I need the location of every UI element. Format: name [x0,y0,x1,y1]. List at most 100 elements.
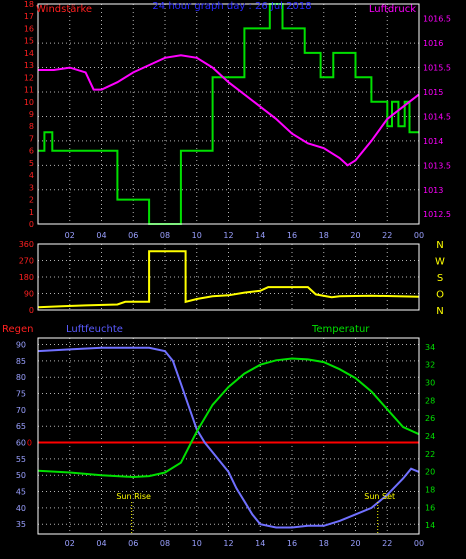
wind-direction-tick: 360 [19,240,34,249]
temperature-axis-title: Temperatur [311,324,370,335]
wind-strength-tick: 16 [24,24,34,33]
chart-title: 24 hour graph day : 26 Jul 2018 [152,1,311,12]
pressure-tick: 1013 [423,186,443,195]
humidity-tick: 40 [16,504,26,513]
wind-strength-tick: 9 [29,110,34,119]
hour-tick: 00 [414,539,424,548]
sun-marker-label: Sun Set [364,492,395,501]
temperature-tick: 26 [425,414,435,423]
humidity-tick: 85 [16,357,26,366]
hour-tick: 08 [160,231,170,240]
hour-tick: 04 [96,539,106,548]
wind-direction-tick: 0 [29,306,34,315]
pressure-line [38,54,420,167]
hour-tick: 12 [223,231,233,240]
humidity-tick: 90 [16,341,26,350]
pressure-tick: 1016 [423,39,443,48]
humidity-line [37,346,420,529]
hour-tick: 18 [319,539,329,548]
hour-tick: 10 [192,539,202,548]
sun-marker-label: Sun Rise [116,492,151,501]
wind-strength-tick: 8 [29,122,34,131]
humidity-tick: 60 [16,439,26,448]
temperature-tick: 24 [425,432,435,441]
rain-axis-title: Regen [2,324,34,335]
hour-tick: 20 [350,539,360,548]
hour-tick: 06 [128,539,138,548]
hour-tick: 00 [414,231,424,240]
hour-tick: 04 [96,231,106,240]
wind-strength-line [38,3,419,225]
wind-strength-tick: 6 [29,147,34,156]
temperature-tick: 34 [425,343,435,352]
hour-tick: 06 [128,231,138,240]
hour-tick: 02 [65,231,75,240]
wind-strength-tick: 1 [29,208,34,217]
compass-label: S [437,273,443,284]
wind-strength-tick: 12 [24,73,34,82]
pressure-tick: 1014 [423,137,443,146]
wind-strength-tick: 2 [29,196,34,205]
pressure-tick: 1012.5 [423,210,451,219]
wind-pressure-panel: 01234567891011121314151617181012.5101310… [24,0,451,240]
temperature-tick: 20 [425,468,435,477]
temperature-tick: 14 [425,521,435,530]
temperature-tick: 16 [425,503,435,512]
pressure-tick: 1013.5 [423,161,451,170]
humidity-tick: 45 [16,488,26,497]
pressure-tick: 1016.5 [423,15,451,24]
pressure-axis-title: Luftdruck [369,4,416,15]
hour-tick: 12 [223,539,233,548]
pressure-tick: 1015.5 [423,64,451,73]
wind-direction-tick: 180 [19,273,34,282]
wind-strength-tick: 14 [24,49,34,58]
humidity-tick: 80 [16,373,26,382]
wind-strength-tick: 10 [24,98,34,107]
humidity-tick: 55 [16,455,26,464]
humidity-tick: 50 [16,471,26,480]
wind-strength-tick: 15 [24,37,34,46]
humidity-tick: 70 [16,406,26,415]
compass-label: W [435,257,445,268]
hour-tick: 22 [382,539,392,548]
wind-direction-tick: 90 [24,290,34,299]
hour-tick: 14 [255,539,265,548]
hour-tick: 08 [160,539,170,548]
wind-strength-tick: 18 [24,0,34,9]
wind-direction-line [37,250,420,309]
wind-strength-tick: 3 [29,183,34,192]
humidity-axis-title: Luftfeuchte [66,324,123,335]
temperature-tick: 18 [425,485,435,494]
hour-tick: 20 [350,231,360,240]
temperature-tick: 22 [425,450,435,459]
compass-label: N [436,306,443,317]
hour-tick: 16 [287,539,297,548]
humidity-tick: 35 [16,520,26,529]
wind-strength-tick: 5 [29,159,34,168]
pressure-tick: 1015 [423,88,443,97]
plot-area-3 [38,338,419,534]
rain-tick: 0 [27,439,32,448]
hour-tick: 16 [287,231,297,240]
pressure-tick: 1014.5 [423,112,451,121]
wind-strength-tick: 17 [24,12,34,21]
hour-tick: 02 [65,539,75,548]
wind-strength-tick: 11 [24,86,34,95]
wind-strength-tick: 13 [24,61,34,70]
compass-label: O [436,290,444,301]
compass-label: N [436,240,443,251]
hour-tick: 14 [255,231,265,240]
temperature-line [37,357,420,479]
plot-frame-3 [37,337,420,535]
humidity-tick: 75 [16,390,26,399]
hour-tick: 18 [319,231,329,240]
hour-tick: 22 [382,231,392,240]
humidity-tick: 65 [16,422,26,431]
wind-strength-tick: 4 [29,171,34,180]
hour-tick: 10 [192,231,202,240]
humidity-temperature-panel: 0 Sun Rise Sun Set 35 40 45 50 55 60 65 70 75 80 85 90… [2,324,435,548]
temperature-tick: 32 [425,361,435,370]
